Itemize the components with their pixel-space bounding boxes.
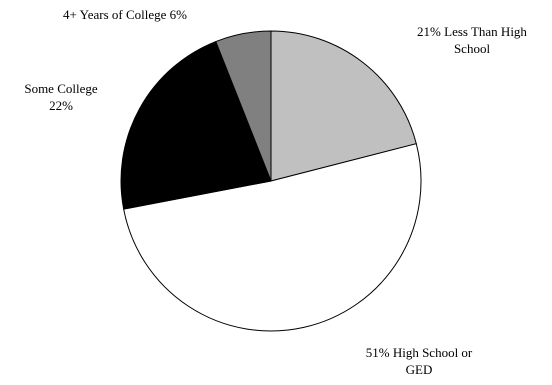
slice-label-some-college: Some College 22% — [24, 81, 98, 113]
slice-label-less-than-high-school: 21% Less Than High School — [417, 24, 527, 56]
pie-slice-some-college — [120, 41, 272, 210]
slice-label-line: 51% High School or — [366, 345, 473, 360]
slice-label-high-school-or-ged: 51% High School or GED — [366, 345, 473, 377]
slice-label-line: 22% — [49, 98, 73, 113]
slice-label-line: 4+ Years of College 6% — [63, 7, 187, 22]
slice-label-line: GED — [406, 362, 433, 377]
pie-slice-high-school-or-ged — [123, 143, 422, 332]
pie-slice-four-plus-years-college — [215, 30, 272, 182]
slice-label-four-plus-years-college: 4+ Years of College 6% — [63, 7, 187, 22]
pie-slice-less-than-high-school — [270, 30, 417, 182]
slice-label-line: Some College — [24, 81, 98, 96]
slice-label-line: 21% Less Than High — [417, 24, 527, 39]
slice-label-line: School — [454, 41, 491, 56]
